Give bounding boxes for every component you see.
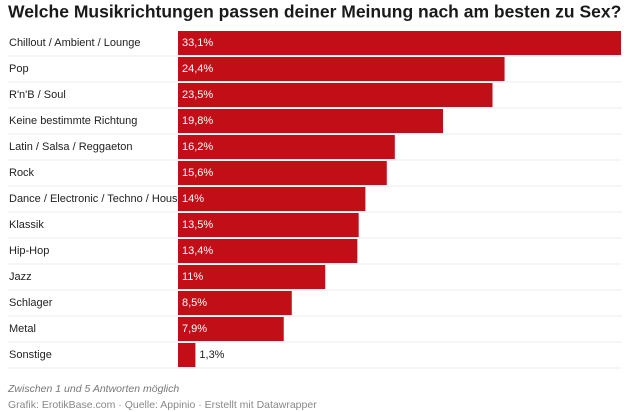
- category-label: Chillout / Ambient / Lounge: [9, 37, 140, 49]
- bar: [178, 31, 621, 55]
- value-label: 11%: [182, 271, 203, 283]
- value-label: 24,4%: [182, 63, 213, 75]
- category-label: Jazz: [9, 271, 32, 283]
- category-label: Klassik: [9, 219, 44, 231]
- category-label: Sonstige: [9, 349, 52, 361]
- bar: [178, 161, 387, 185]
- bar: [178, 187, 366, 211]
- bar: [178, 239, 358, 263]
- value-label: 15,6%: [182, 167, 213, 179]
- value-label: 8,5%: [182, 297, 207, 309]
- category-label: Hip-Hop: [9, 245, 49, 257]
- bar: [178, 57, 505, 81]
- bar: [178, 265, 326, 289]
- value-label: 23,5%: [182, 89, 213, 101]
- category-label: Dance / Electronic / Techno / House: [9, 193, 184, 205]
- chart-title: Welche Musikrichtungen passen deiner Mei…: [8, 2, 621, 22]
- category-label: Keine bestimmte Richtung: [9, 115, 137, 127]
- bar: [178, 343, 196, 367]
- category-label: Rock: [9, 167, 35, 179]
- value-label: 13,5%: [182, 219, 213, 231]
- category-label: Pop: [9, 63, 29, 75]
- bar: [178, 317, 284, 341]
- bar: [178, 213, 359, 237]
- category-label: Latin / Salsa / Reggaeton: [9, 141, 133, 153]
- value-label: 16,2%: [182, 141, 213, 153]
- value-label: 14%: [182, 193, 204, 205]
- value-label: 19,8%: [182, 115, 213, 127]
- source: Grafik: ErotikBase.com · Quelle: Appinio…: [8, 399, 317, 411]
- value-label: 1,3%: [199, 349, 224, 361]
- category-label: Metal: [9, 323, 36, 335]
- category-label: R'n'B / Soul: [9, 89, 66, 101]
- value-label: 33,1%: [182, 37, 213, 49]
- value-label: 13,4%: [182, 245, 213, 257]
- bar: [178, 83, 493, 107]
- note: Zwischen 1 und 5 Antworten möglich: [7, 383, 179, 395]
- bar: [178, 109, 443, 133]
- bar: [178, 291, 292, 315]
- category-label: Schlager: [9, 297, 53, 309]
- bar: [178, 135, 395, 159]
- value-label: 7,9%: [182, 323, 207, 335]
